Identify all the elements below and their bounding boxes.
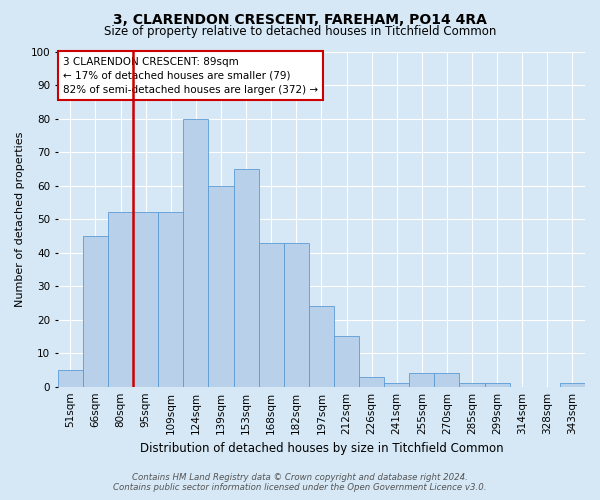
Text: Contains HM Land Registry data © Crown copyright and database right 2024.
Contai: Contains HM Land Registry data © Crown c… <box>113 473 487 492</box>
Bar <box>560 384 585 386</box>
Bar <box>158 212 184 386</box>
Bar <box>309 306 334 386</box>
Bar <box>485 384 509 386</box>
X-axis label: Distribution of detached houses by size in Titchfield Common: Distribution of detached houses by size … <box>140 442 503 455</box>
Bar <box>384 384 409 386</box>
Bar <box>83 236 108 386</box>
Bar <box>208 186 233 386</box>
Text: Size of property relative to detached houses in Titchfield Common: Size of property relative to detached ho… <box>104 25 496 38</box>
Bar <box>233 169 259 386</box>
Bar <box>58 370 83 386</box>
Bar <box>334 336 359 386</box>
Y-axis label: Number of detached properties: Number of detached properties <box>15 132 25 307</box>
Bar <box>133 212 158 386</box>
Bar <box>184 118 208 386</box>
Bar <box>259 242 284 386</box>
Text: 3 CLARENDON CRESCENT: 89sqm
← 17% of detached houses are smaller (79)
82% of sem: 3 CLARENDON CRESCENT: 89sqm ← 17% of det… <box>63 56 318 94</box>
Text: 3, CLARENDON CRESCENT, FAREHAM, PO14 4RA: 3, CLARENDON CRESCENT, FAREHAM, PO14 4RA <box>113 12 487 26</box>
Bar <box>434 374 460 386</box>
Bar <box>409 374 434 386</box>
Bar <box>359 376 384 386</box>
Bar <box>460 384 485 386</box>
Bar <box>284 242 309 386</box>
Bar <box>108 212 133 386</box>
